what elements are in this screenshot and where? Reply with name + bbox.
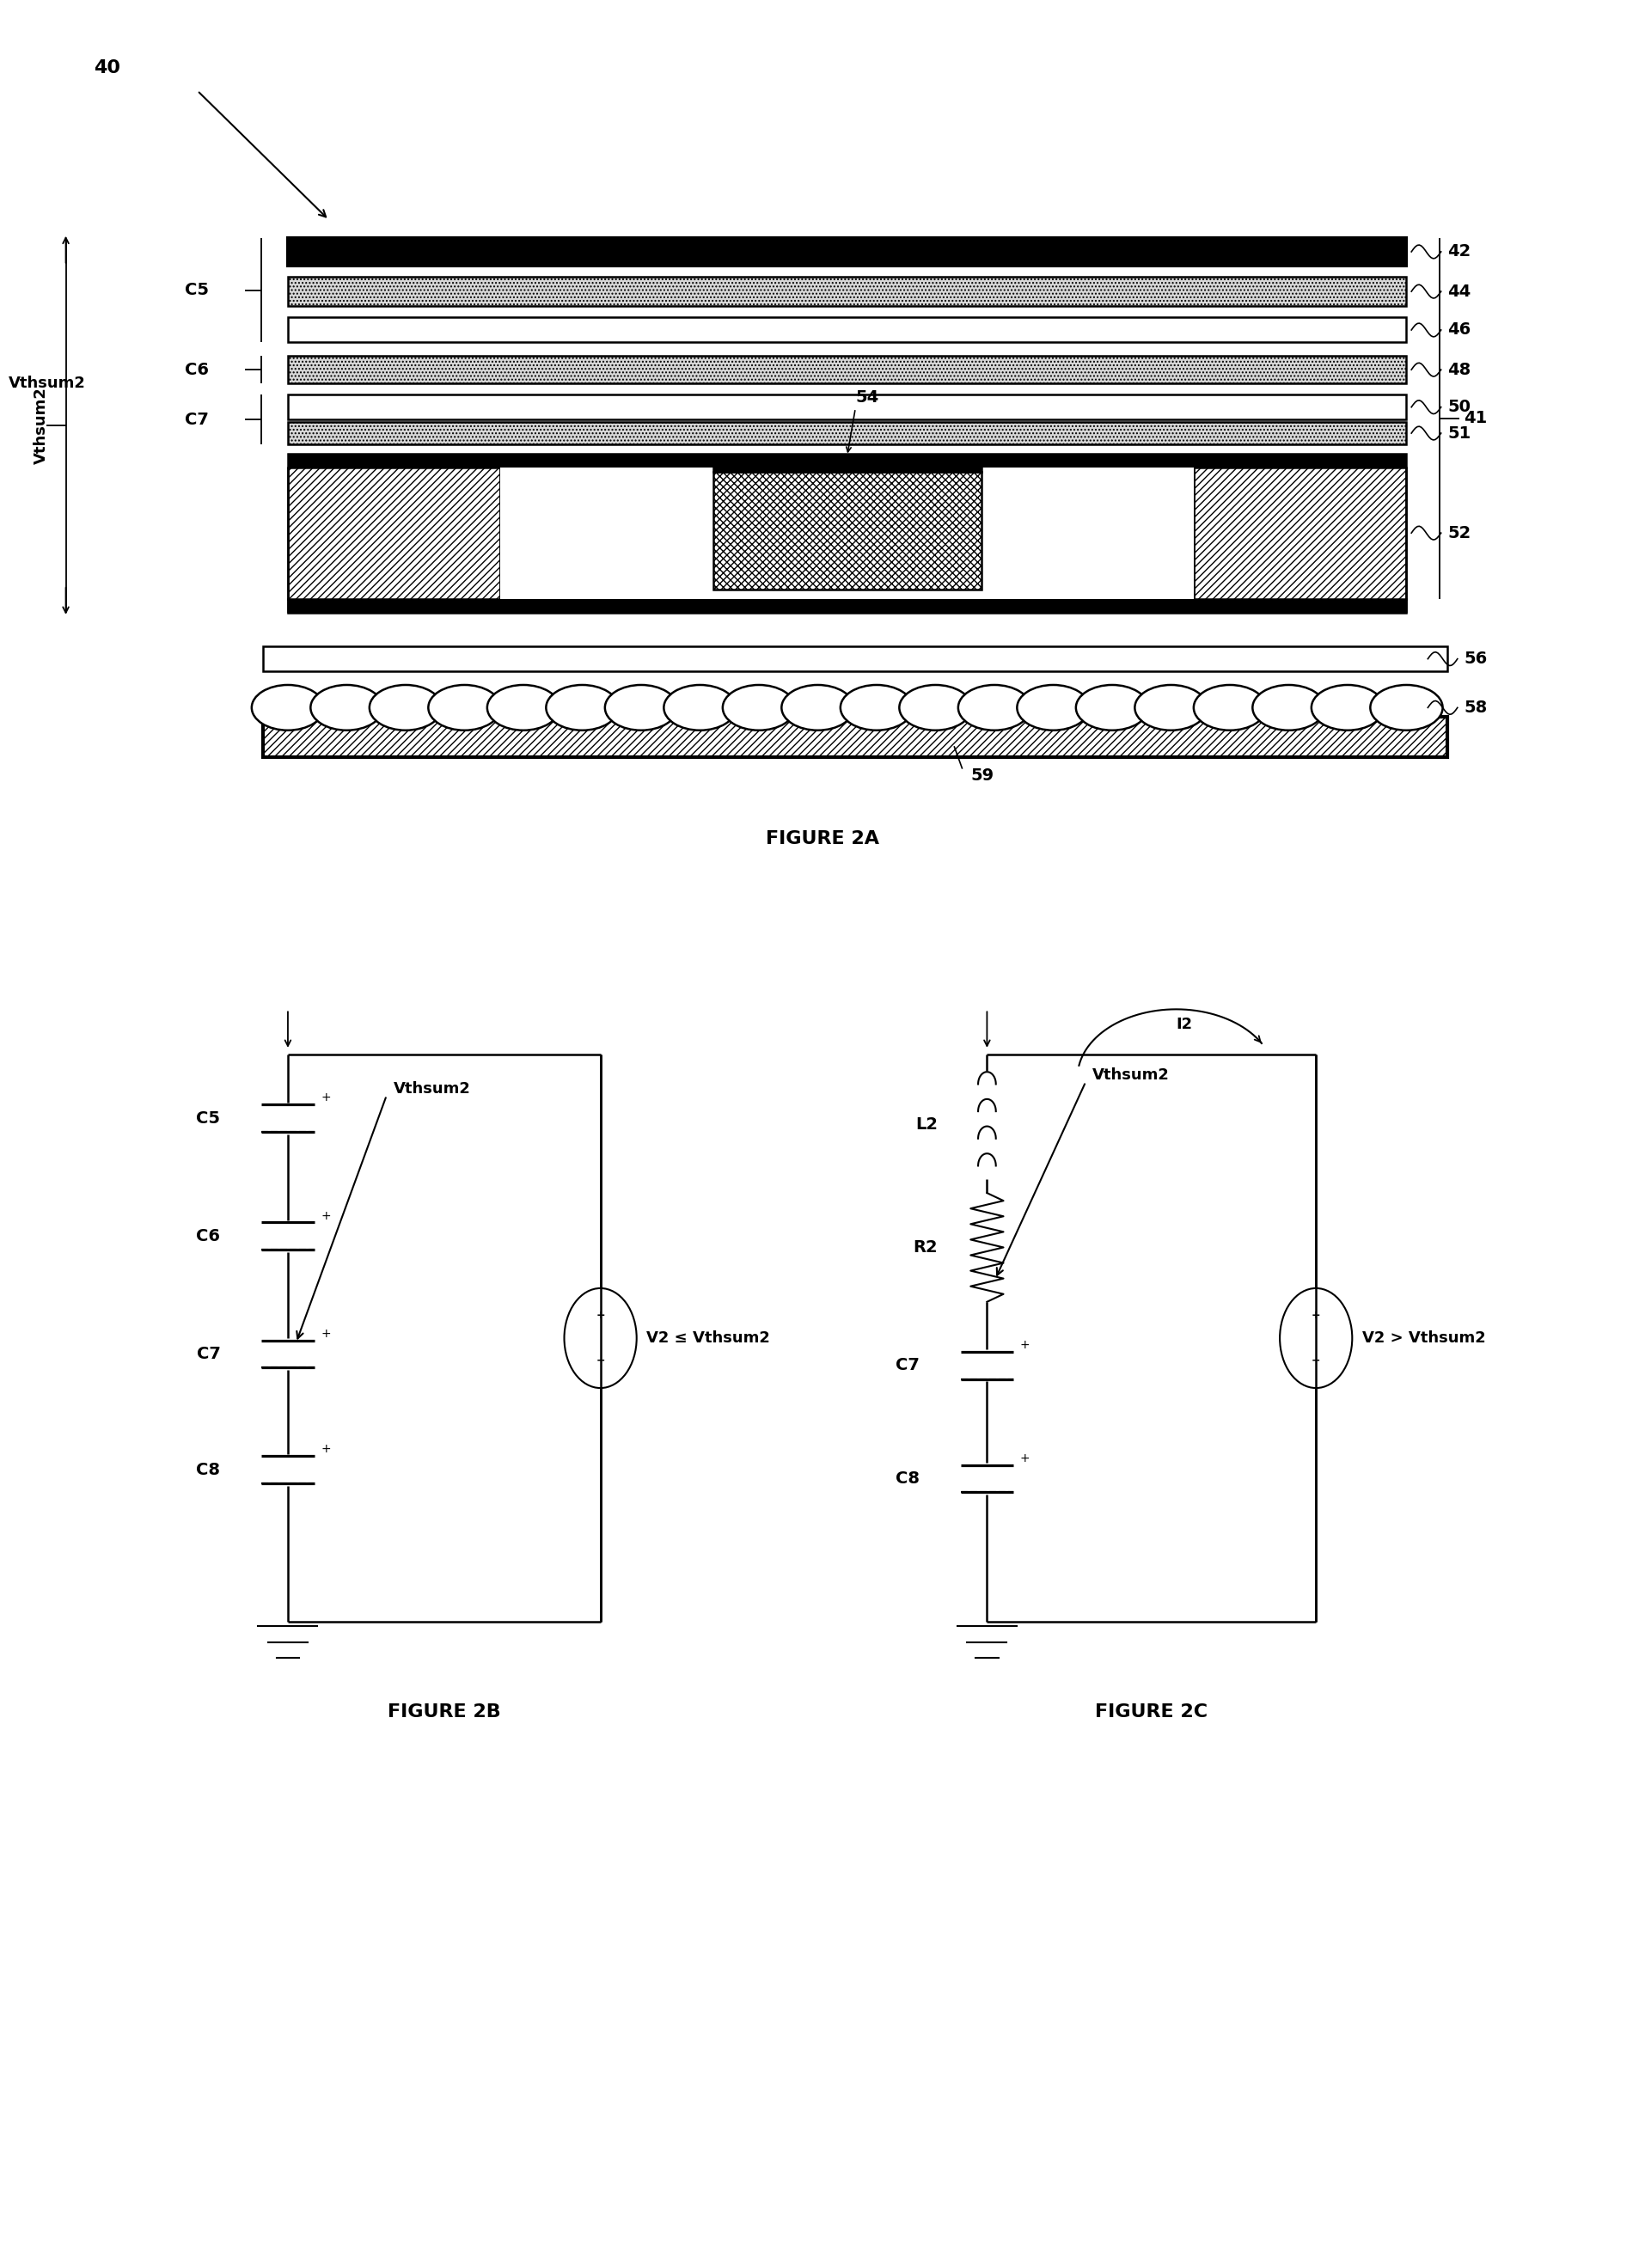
Text: R2: R2 — [913, 1238, 938, 1256]
Text: C8: C8 — [196, 1461, 220, 1479]
Text: C5: C5 — [184, 281, 209, 299]
Text: FIGURE 2A: FIGURE 2A — [767, 830, 878, 848]
Text: +: + — [321, 1209, 331, 1222]
Ellipse shape — [957, 685, 1030, 730]
Ellipse shape — [311, 685, 383, 730]
Ellipse shape — [428, 685, 500, 730]
Text: C7: C7 — [196, 1345, 220, 1363]
Text: 46: 46 — [1448, 322, 1471, 338]
Bar — [288, 318, 1406, 342]
Text: I2: I2 — [1176, 1016, 1193, 1032]
Bar — [288, 599, 1406, 612]
Text: C7: C7 — [895, 1356, 920, 1374]
Ellipse shape — [1135, 685, 1207, 730]
Text: 56: 56 — [1464, 651, 1487, 667]
Bar — [500, 467, 1194, 599]
Bar — [288, 467, 500, 599]
Text: −: − — [1311, 1354, 1321, 1365]
Ellipse shape — [546, 685, 619, 730]
Text: +: + — [595, 1311, 605, 1322]
Text: 42: 42 — [1448, 243, 1471, 261]
Ellipse shape — [722, 685, 795, 730]
Ellipse shape — [370, 685, 443, 730]
Bar — [263, 717, 1448, 758]
Text: +: + — [1020, 1452, 1030, 1465]
Bar — [288, 277, 1406, 306]
Bar — [712, 458, 982, 472]
Text: 59: 59 — [971, 767, 994, 785]
Ellipse shape — [665, 685, 737, 730]
Bar — [288, 356, 1406, 383]
Text: +: + — [321, 1442, 331, 1456]
Ellipse shape — [1370, 685, 1443, 730]
Bar — [712, 472, 982, 590]
Ellipse shape — [252, 685, 324, 730]
Bar — [288, 238, 1406, 265]
Text: Vthsum2: Vthsum2 — [393, 1082, 470, 1095]
Bar — [288, 454, 1406, 467]
Text: 40: 40 — [94, 59, 120, 77]
Text: Vthsum2: Vthsum2 — [1092, 1068, 1170, 1082]
Text: V2 ≤ Vthsum2: V2 ≤ Vthsum2 — [646, 1331, 770, 1345]
Text: 52: 52 — [1448, 524, 1471, 542]
Text: C5: C5 — [196, 1109, 220, 1127]
Bar — [1194, 467, 1406, 599]
Ellipse shape — [1076, 685, 1148, 730]
Ellipse shape — [1017, 685, 1089, 730]
Text: 48: 48 — [1448, 361, 1471, 379]
Bar — [288, 395, 1406, 420]
Ellipse shape — [605, 685, 678, 730]
Text: C8: C8 — [674, 524, 696, 538]
Text: C6: C6 — [196, 1227, 220, 1245]
Text: L2: L2 — [915, 1116, 938, 1134]
Ellipse shape — [1311, 685, 1383, 730]
Ellipse shape — [487, 685, 559, 730]
Text: FIGURE 2C: FIGURE 2C — [1096, 1703, 1207, 1721]
Text: Vthsum2: Vthsum2 — [33, 386, 49, 465]
Text: +: + — [1020, 1338, 1030, 1352]
Ellipse shape — [900, 685, 972, 730]
Text: 51: 51 — [1448, 424, 1471, 442]
Ellipse shape — [1252, 685, 1324, 730]
Text: 50: 50 — [1448, 399, 1471, 415]
Bar — [288, 422, 1406, 445]
Text: C8: C8 — [895, 1470, 920, 1488]
Text: +: + — [321, 1091, 331, 1105]
Bar — [263, 646, 1448, 671]
Text: +: + — [321, 1327, 331, 1340]
Text: 41: 41 — [1464, 411, 1487, 426]
Text: 44: 44 — [1448, 284, 1471, 299]
Ellipse shape — [1194, 685, 1267, 730]
Text: −: − — [595, 1354, 605, 1365]
Text: 54: 54 — [855, 390, 878, 406]
Ellipse shape — [781, 685, 854, 730]
Text: FIGURE 2B: FIGURE 2B — [388, 1703, 500, 1721]
Text: 58: 58 — [1464, 699, 1487, 717]
Text: Vthsum2: Vthsum2 — [8, 376, 86, 390]
Text: +: + — [1311, 1311, 1321, 1322]
Text: C6: C6 — [184, 361, 209, 379]
Ellipse shape — [841, 685, 913, 730]
Text: C7: C7 — [184, 411, 209, 429]
Text: V2 > Vthsum2: V2 > Vthsum2 — [1362, 1331, 1485, 1345]
